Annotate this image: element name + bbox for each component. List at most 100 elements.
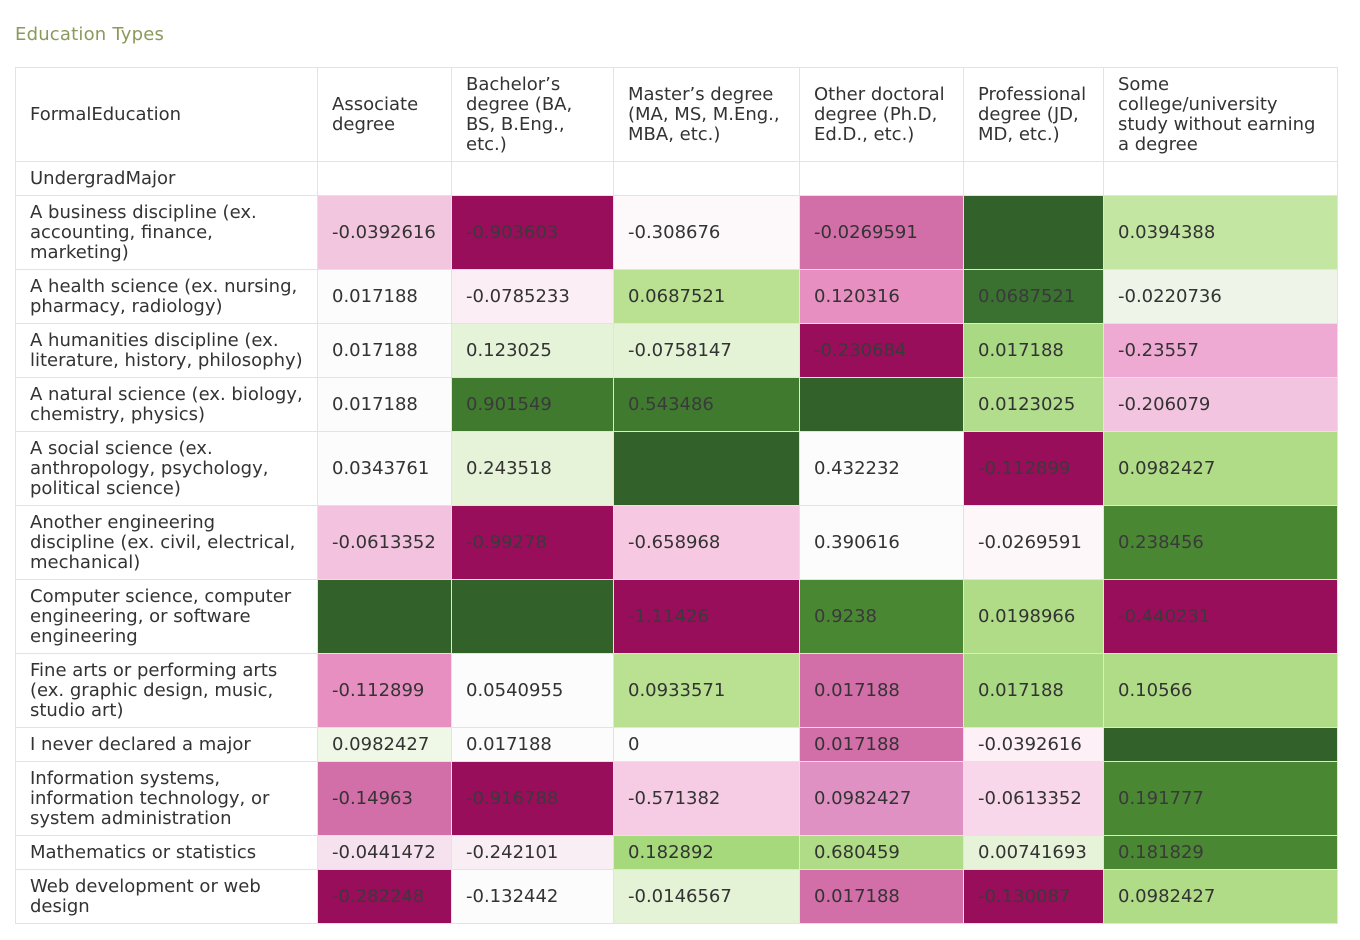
column-header-row: FormalEducation Associate degree Bachelor’… [15, 67, 1338, 162]
heatmap-cell: 0.0394388 [1103, 195, 1338, 270]
row-label: Fine arts or performing arts (ex. graphi… [15, 653, 318, 728]
row-header-label: UndergradMajor [15, 161, 318, 196]
heatmap-cell: 0.191777 [1103, 761, 1338, 836]
table-row: Mathematics or statistics -0.0441472 -0.24… [15, 835, 1338, 870]
column-header-label: FormalEducation [15, 67, 318, 162]
heatmap-cell: 0.243518 [451, 431, 614, 506]
heatmap-cell: 0.543486 [613, 377, 800, 432]
heatmap-cell: 0.017188 [317, 269, 452, 324]
heatmap-cell: -0.308676 [613, 195, 800, 270]
table-row: Web development or web design -0.282248 -0… [15, 869, 1338, 924]
row-label: Web development or web design [15, 869, 318, 924]
heatmap-cell: -0.206079 [1103, 377, 1338, 432]
heatmap-cell: -0.0220736 [1103, 269, 1338, 324]
row-label: Mathematics or statistics [15, 835, 318, 870]
heatmap-cell: -0.282248 [317, 869, 452, 924]
table-row: A business discipline (ex. accounting, f… [15, 195, 1338, 270]
heatmap-cell [799, 377, 964, 432]
empty-header-cell [451, 161, 614, 196]
column-header: Some college/university study without ea… [1103, 67, 1338, 162]
empty-header-cell [799, 161, 964, 196]
table-row: I never declared a major 0.0982427 0.01718… [15, 727, 1338, 762]
heatmap-cell: 0.0687521 [963, 269, 1104, 324]
row-label: A health science (ex. nursing, pharmacy,… [15, 269, 318, 324]
heatmap-cell: 0.182892 [613, 835, 800, 870]
row-label: Computer science, computer engineering, … [15, 579, 318, 654]
column-header: Associate degree [317, 67, 452, 162]
heatmap-cell: 0.017188 [799, 727, 964, 762]
row-label: Another engineering discipline (ex. civi… [15, 505, 318, 580]
heatmap-cell: -0.112899 [963, 431, 1104, 506]
heatmap-table: FormalEducation Associate degree Bachelor’… [15, 67, 1338, 924]
table-row: A health science (ex. nursing, pharmacy,… [15, 269, 1338, 324]
heatmap-cell: 0.0982427 [317, 727, 452, 762]
heatmap-cell: -0.242101 [451, 835, 614, 870]
column-header: Professional degree (JD, MD, etc.) [963, 67, 1104, 162]
heatmap-cell: -0.0613352 [963, 761, 1104, 836]
heatmap-cell: -0.14963 [317, 761, 452, 836]
heatmap-cell: 0.0933571 [613, 653, 800, 728]
heatmap-cell: 0.181829 [1103, 835, 1338, 870]
heatmap-cell: 0.017188 [317, 377, 452, 432]
heatmap-cell: 0.0540955 [451, 653, 614, 728]
heatmap-cell: -0.0269591 [963, 505, 1104, 580]
row-header-label-row: UndergradMajor [15, 161, 1338, 196]
table-row: Information systems, information technol… [15, 761, 1338, 836]
heatmap-cell: 0.680459 [799, 835, 964, 870]
heatmap-cell: -0.0441472 [317, 835, 452, 870]
heatmap-cell: -0.440231 [1103, 579, 1338, 654]
heatmap-cell: 0.0982427 [1103, 869, 1338, 924]
heatmap-cell: -0.130087 [963, 869, 1104, 924]
table-row: A social science (ex. anthropology, psyc… [15, 431, 1338, 506]
heatmap-cell: 0.00741693 [963, 835, 1104, 870]
heatmap-cell: -0.99278 [451, 505, 614, 580]
heatmap-cell: 0.017188 [963, 323, 1104, 378]
heatmap-cell: 0.9238 [799, 579, 964, 654]
heatmap-cell: -0.571382 [613, 761, 800, 836]
heatmap-cell: -0.0613352 [317, 505, 452, 580]
empty-header-cell [963, 161, 1104, 196]
row-label: A business discipline (ex. accounting, f… [15, 195, 318, 270]
heatmap-cell: 0.0123025 [963, 377, 1104, 432]
chart-title: Education Types [15, 24, 165, 45]
empty-header-cell [317, 161, 452, 196]
heatmap-cell [613, 431, 800, 506]
heatmap-cell: -0.916788 [451, 761, 614, 836]
row-label: A social science (ex. anthropology, psyc… [15, 431, 318, 506]
heatmap-cell: -0.132442 [451, 869, 614, 924]
table-row: Computer science, computer engineering, … [15, 579, 1338, 654]
heatmap-cell: 0.017188 [799, 869, 964, 924]
heatmap-cell: -0.0758147 [613, 323, 800, 378]
heatmap-cell: -0.0392616 [963, 727, 1104, 762]
heatmap-cell: 0.238456 [1103, 505, 1338, 580]
heatmap-cell [317, 579, 452, 654]
heatmap-cell: -0.23557 [1103, 323, 1338, 378]
table-row: A natural science (ex. biology, chemistr… [15, 377, 1338, 432]
heatmap-cell: -0.0392616 [317, 195, 452, 270]
row-label: I never declared a major [15, 727, 318, 762]
empty-header-cell [613, 161, 800, 196]
table-row: Fine arts or performing arts (ex. graphi… [15, 653, 1338, 728]
table-row: A humanities discipline (ex. literature,… [15, 323, 1338, 378]
heatmap-cell: 0.10566 [1103, 653, 1338, 728]
heatmap-cell: 0.0343761 [317, 431, 452, 506]
row-label: A humanities discipline (ex. literature,… [15, 323, 318, 378]
heatmap-cell: 0.123025 [451, 323, 614, 378]
heatmap-cell [451, 579, 614, 654]
heatmap-cell: 0.017188 [451, 727, 614, 762]
heatmap-cell: -0.903603 [451, 195, 614, 270]
heatmap-cell: 0.0982427 [799, 761, 964, 836]
heatmap-cell: -0.0146567 [613, 869, 800, 924]
heatmap-cell: -0.112899 [317, 653, 452, 728]
heatmap-cell: 0.017188 [963, 653, 1104, 728]
heatmap-cell: -0.230684 [799, 323, 964, 378]
heatmap-cell: 0.432232 [799, 431, 964, 506]
row-label: A natural science (ex. biology, chemistr… [15, 377, 318, 432]
heatmap-cell: 0 [613, 727, 800, 762]
heatmap-cell: 0.120316 [799, 269, 964, 324]
heatmap-cell: 0.901549 [451, 377, 614, 432]
heatmap-cell: 0.0198966 [963, 579, 1104, 654]
column-header: Bachelor’s degree (BA, BS, B.Eng., etc.) [451, 67, 614, 162]
heatmap-cell [1103, 727, 1338, 762]
empty-header-cell [1103, 161, 1338, 196]
